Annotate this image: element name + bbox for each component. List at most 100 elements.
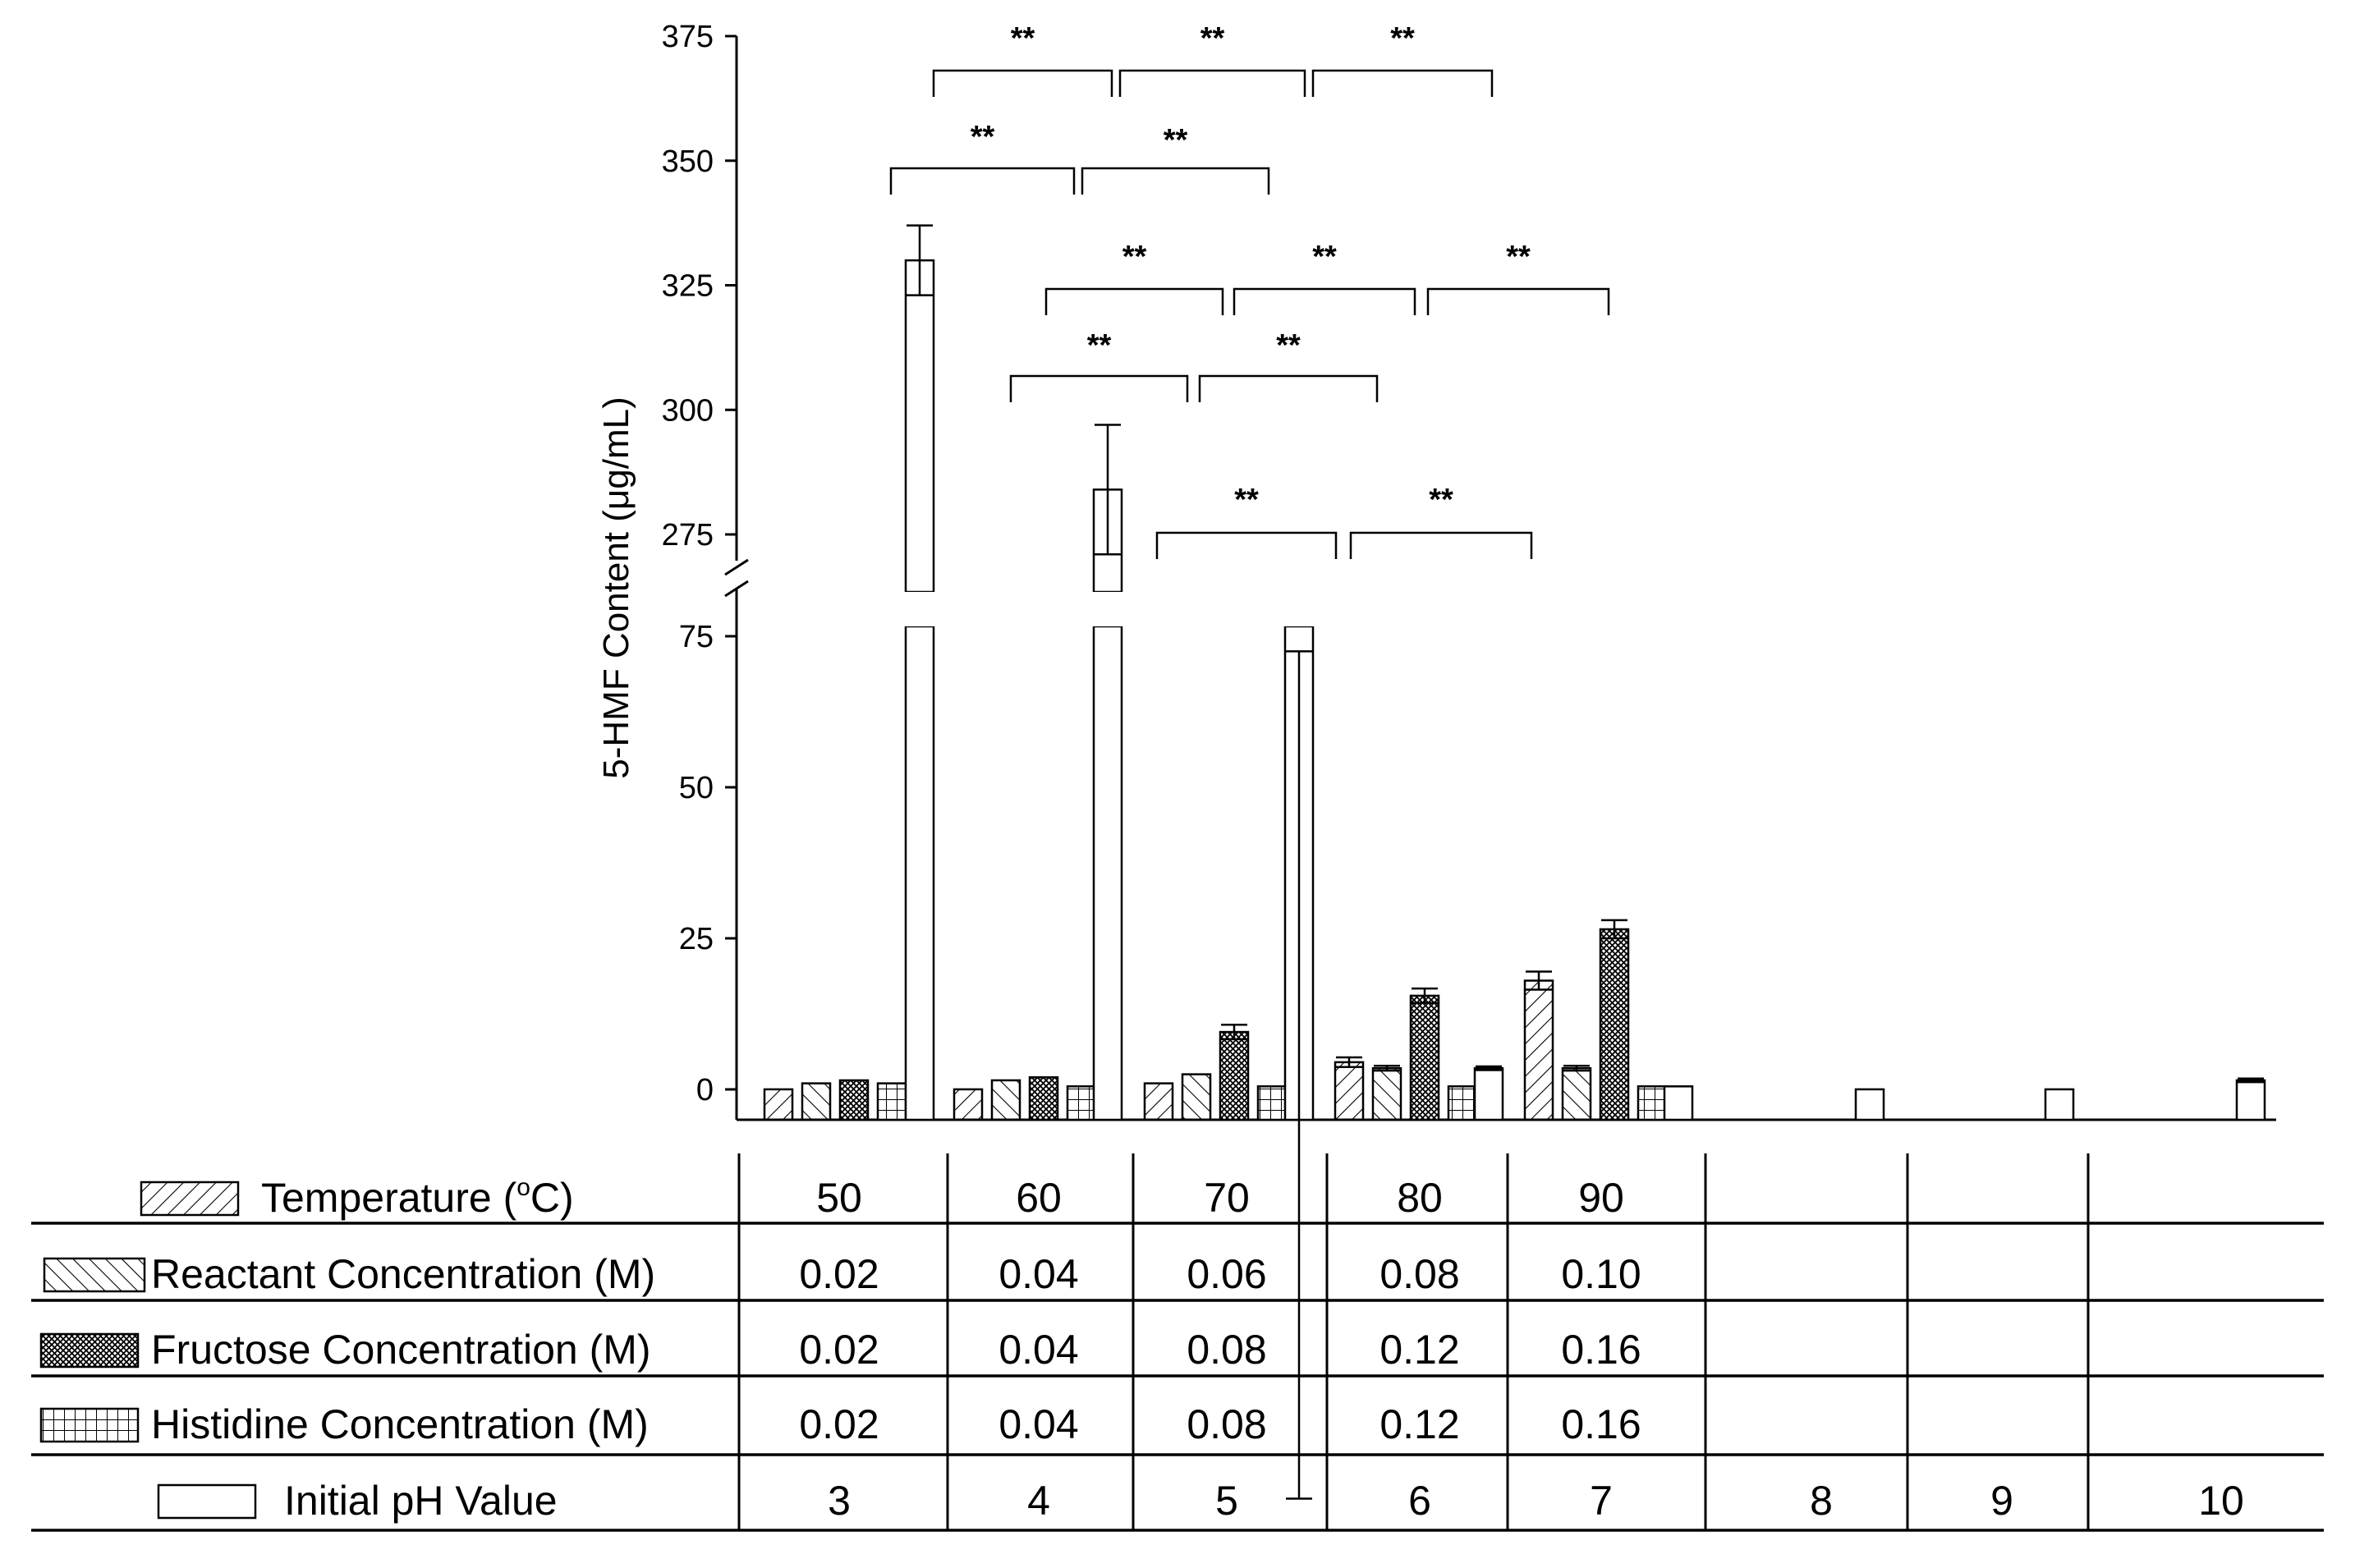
table-cell: 0.16 — [1561, 1401, 1641, 1447]
significance-label: ** — [1429, 483, 1453, 517]
bar-diag-right — [953, 1088, 984, 1121]
table-cell: 90 — [1578, 1175, 1624, 1221]
bar-grid — [876, 1082, 907, 1121]
table-cell: 10 — [2198, 1478, 2244, 1524]
significance-bracket — [1009, 374, 1189, 402]
bar-none — [1663, 1085, 1694, 1121]
table-cell: 5 — [1215, 1478, 1238, 1524]
data-table: Temperature (oC) 50 60 70 80 90 Reactant Conce… — [31, 1153, 2324, 1532]
bar-crosshatch — [1219, 1030, 1250, 1121]
bar-break-gap — [1090, 592, 1125, 626]
table-row-label: Histidine Concentration (M) — [151, 1401, 649, 1447]
bar-diag-left — [1181, 1073, 1212, 1121]
table-cell: 70 — [1204, 1175, 1250, 1221]
bars-layer — [763, 224, 2266, 1500]
bar-none — [1092, 625, 1123, 1121]
bar-crosshatch — [1599, 928, 1630, 1121]
y-tick-label: 75 — [679, 620, 714, 654]
bar-crosshatch — [1028, 1076, 1059, 1121]
bar-crosshatch — [1409, 994, 1440, 1121]
y-tick-label: 50 — [679, 771, 714, 805]
axis-break-mark — [724, 558, 749, 576]
table-cell: 8 — [1810, 1478, 1833, 1524]
table-cell: 0.08 — [1187, 1327, 1266, 1373]
y-tick-label: 0 — [696, 1073, 714, 1107]
significance-label: ** — [1390, 21, 1415, 56]
table-cell: 0.04 — [998, 1401, 1078, 1447]
table-row-label: Reactant Concentration (M) — [151, 1251, 655, 1297]
y-tick-label: 325 — [662, 269, 714, 304]
table-cell: 0.02 — [799, 1251, 879, 1297]
significance-bracket — [1233, 287, 1416, 315]
bar-break-gap — [1282, 592, 1316, 626]
significance-label: ** — [1234, 483, 1259, 517]
bar-diag-right — [763, 1088, 794, 1121]
y-tick-label: 300 — [662, 393, 714, 428]
table-row-label: Fructose Concentration (M) — [151, 1327, 651, 1373]
table-cell: 0.12 — [1379, 1327, 1459, 1373]
significance-label: ** — [1312, 240, 1337, 274]
axis-break-mark — [724, 580, 749, 598]
bar-none — [1854, 1088, 1885, 1121]
bar-diag-right — [1143, 1082, 1174, 1121]
table-row-label-text: Initial pH Value — [284, 1478, 558, 1524]
table-cell: 0.04 — [998, 1327, 1078, 1373]
table-row-label: Initial pH Value — [284, 1478, 558, 1524]
significance-bracket — [1311, 69, 1494, 97]
bar-diag-right — [1523, 979, 1554, 1121]
table-cell: 4 — [1027, 1478, 1050, 1524]
significance-bracket — [1118, 69, 1306, 97]
significance-label: ** — [1011, 21, 1035, 56]
significance-label: ** — [1200, 21, 1225, 56]
legend-swatch-diag-right — [140, 1181, 240, 1217]
bar-diag-left — [801, 1082, 832, 1121]
bar-diag-right — [1334, 1061, 1365, 1121]
significance-bracket — [1426, 287, 1610, 315]
y-axis-title: 5-HMF Content (μg/mL) — [596, 397, 636, 778]
significance-label: ** — [1122, 240, 1147, 274]
table-cell: 7 — [1590, 1478, 1613, 1524]
table-cell: 0.16 — [1561, 1327, 1641, 1373]
significance-label: ** — [1164, 123, 1188, 158]
bar-break-gap — [902, 592, 937, 626]
bar-grid — [1256, 1085, 1288, 1121]
axes-layer: 0 25 50 75 275 300 325 350 375 5-HMF Content (μg/… — [596, 20, 2276, 1121]
table-cell: 3 — [828, 1478, 851, 1524]
bar-diag-left — [1371, 1066, 1402, 1121]
table-cell: 0.10 — [1561, 1251, 1641, 1297]
y-tick-label: 375 — [662, 20, 714, 54]
table-row-label-text: Reactant Concentration (M) — [151, 1251, 655, 1297]
table-cell: 0.08 — [1187, 1401, 1266, 1447]
significance-bracket — [1349, 531, 1533, 559]
y-tick-label: 275 — [662, 518, 714, 552]
significance-bracket — [1155, 531, 1338, 559]
significance-layer: ** ** ** ** ** ** ** ** ** ** ** ** — [889, 21, 1610, 559]
bar-crosshatch — [838, 1079, 870, 1121]
table-cell: 0.06 — [1187, 1251, 1266, 1297]
table-cell: 9 — [1990, 1478, 2013, 1524]
table-cell: 0.02 — [799, 1327, 879, 1373]
bar-none — [2235, 1079, 2266, 1121]
significance-label: ** — [1276, 328, 1301, 363]
bar-diag-left — [1561, 1066, 1592, 1121]
table-row-label-superscript: o — [516, 1174, 530, 1201]
table-cell: 0.12 — [1379, 1401, 1459, 1447]
bar-grid — [1637, 1085, 1668, 1121]
y-tick-label: 25 — [679, 922, 714, 956]
significance-label: ** — [1087, 328, 1112, 363]
table-row-label: Temperature (oC) — [261, 1174, 574, 1221]
table-cell: 50 — [816, 1175, 862, 1221]
y-tick-label: 350 — [662, 144, 714, 179]
bar-none — [904, 625, 935, 1121]
table-cell: 80 — [1397, 1175, 1443, 1221]
legend-swatch-grid — [39, 1407, 140, 1443]
significance-bracket — [932, 69, 1113, 97]
significance-label: ** — [1506, 240, 1531, 274]
bar-none — [1473, 1066, 1504, 1121]
significance-bracket — [1198, 374, 1379, 402]
bar-diag-left — [990, 1079, 1021, 1121]
significance-label: ** — [971, 120, 995, 154]
table-cell: 6 — [1408, 1478, 1431, 1524]
